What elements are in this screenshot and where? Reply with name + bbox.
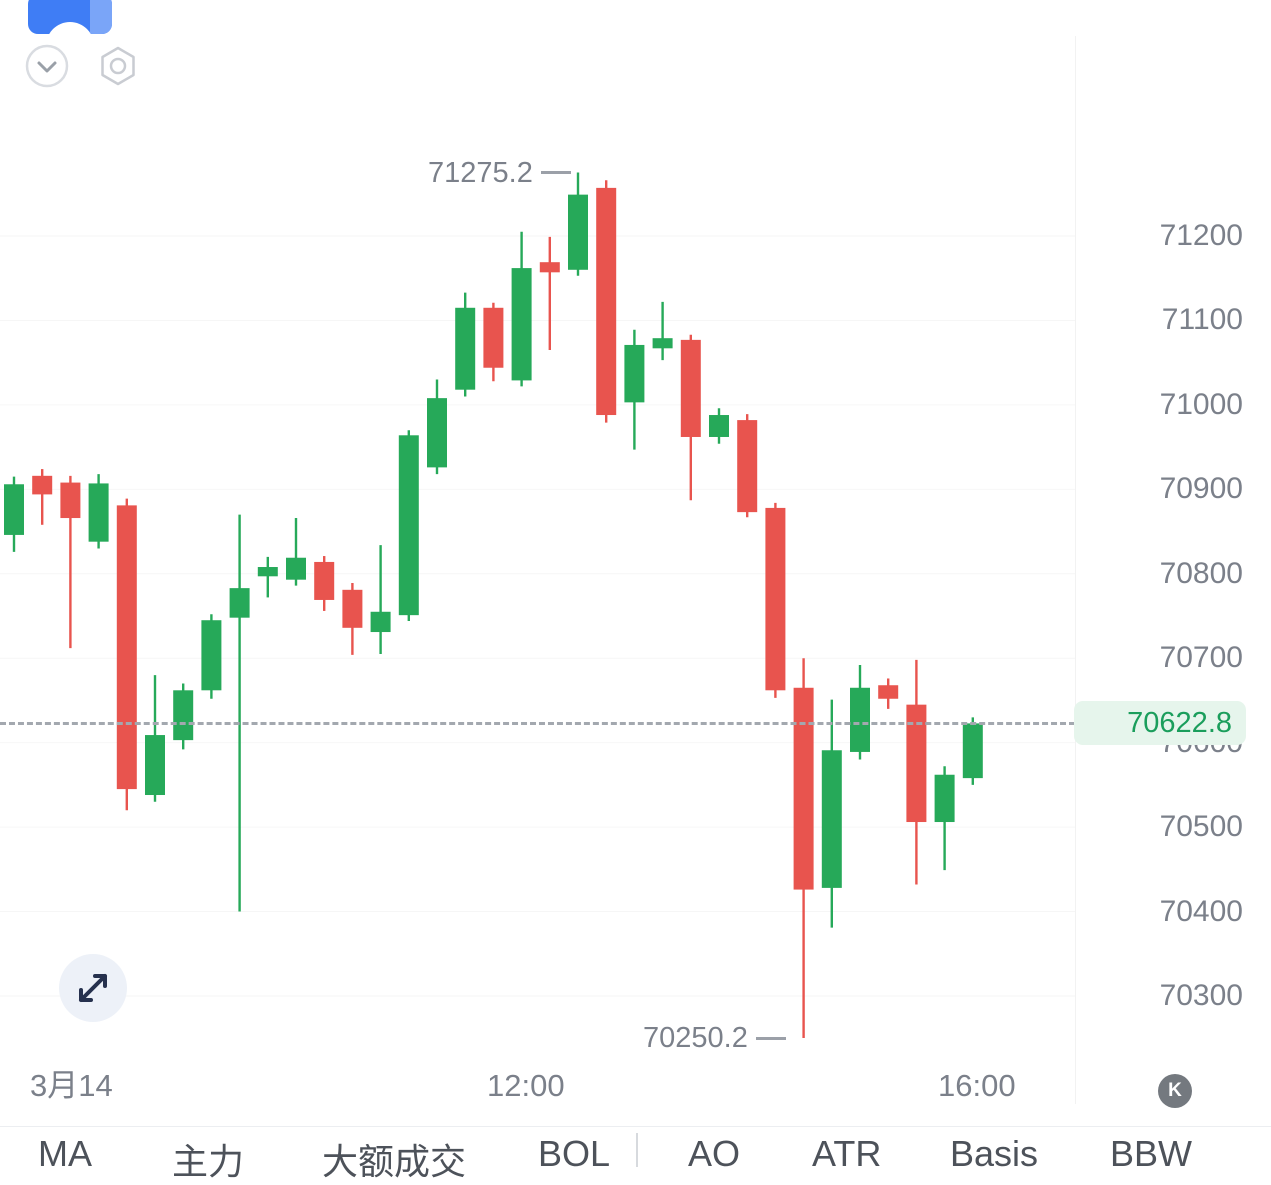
indicator-bar: MA 主力 大额成交 BOL AO ATR Basis BBW <box>0 1126 1271 1182</box>
settings-button[interactable] <box>96 44 140 88</box>
candle-body <box>539 262 560 273</box>
y-axis-label: 71200 <box>1159 219 1243 252</box>
candle-body <box>257 567 278 577</box>
candle-body <box>483 307 504 368</box>
indicator-item-主力[interactable]: 主力 <box>172 1141 245 1182</box>
kline-indicator-button[interactable]: K <box>1158 1074 1192 1108</box>
candle-body <box>596 187 617 416</box>
candle-body <box>934 774 955 823</box>
x-axis-label-noon: 12:00 <box>487 1068 565 1103</box>
candle-body <box>821 750 842 888</box>
candle-body <box>793 687 814 890</box>
candle-body <box>427 398 447 468</box>
axis-separator <box>1075 36 1076 1104</box>
y-axis-label: 70800 <box>1159 556 1243 590</box>
candle-body <box>511 268 532 381</box>
candle-body <box>737 420 758 513</box>
candles-layer <box>4 172 983 1039</box>
indicator-item-bbw[interactable]: BBW <box>1110 1133 1193 1174</box>
candlestick-chart[interactable] <box>0 0 1075 1144</box>
candle-body <box>765 507 786 691</box>
candle-body <box>398 435 419 616</box>
y-axis-label: 70900 <box>1159 472 1243 506</box>
high-value: 71275.2 <box>428 156 533 189</box>
tab-highlight <box>90 0 112 34</box>
indicator-divider <box>636 1133 638 1167</box>
low-value: 70250.2 <box>643 1022 748 1055</box>
candle-body <box>878 685 899 699</box>
candle-body <box>201 620 222 691</box>
candle-body <box>568 194 588 270</box>
candle-body <box>906 704 927 823</box>
partial-blue-tab[interactable] <box>28 0 112 34</box>
y-axis-label: 71100 <box>1161 303 1243 337</box>
candle-body <box>116 505 137 790</box>
current-price-line <box>0 722 1075 726</box>
candle-body <box>370 611 391 633</box>
candle-body <box>229 588 250 618</box>
candle-body <box>60 482 81 519</box>
candle-body <box>286 557 306 580</box>
indicator-item-atr[interactable]: ATR <box>812 1133 882 1174</box>
candle-body <box>709 415 729 437</box>
candle-body <box>680 339 701 437</box>
candle-body <box>4 484 24 535</box>
indicator-item-ma[interactable]: MA <box>38 1133 92 1174</box>
chevron-down-icon <box>25 44 69 88</box>
y-axis-label: 70700 <box>1159 641 1243 675</box>
chevron-down-button[interactable] <box>25 44 69 88</box>
candle-body <box>624 344 645 403</box>
candle-body <box>88 483 109 542</box>
annotation-dash <box>540 171 571 174</box>
indicator-item-basis[interactable]: Basis <box>950 1133 1039 1174</box>
candle-body <box>962 723 983 779</box>
candle-body <box>145 735 165 796</box>
candle-body <box>342 589 363 628</box>
y-axis-label: 71000 <box>1159 387 1243 421</box>
current-price-badge: 70622.8 <box>1074 701 1246 746</box>
annotation-dash <box>755 1036 786 1040</box>
candle-body <box>173 690 194 741</box>
y-axis-label: 70400 <box>1159 894 1243 928</box>
session-high-annotation: 71275.2 <box>428 155 571 191</box>
candle-body <box>850 687 870 752</box>
x-axis-label-date: 3月14 <box>30 1068 113 1103</box>
indicator-item-ao[interactable]: AO <box>688 1133 741 1174</box>
candle-body <box>455 307 476 390</box>
indicator-item-大额成交[interactable]: 大额成交 <box>322 1141 467 1182</box>
settings-nut-icon <box>101 46 135 86</box>
session-low-annotation: 70250.2 <box>643 1020 786 1056</box>
candle-body <box>652 338 673 349</box>
x-axis-label-afternoon: 16:00 <box>938 1068 1016 1103</box>
indicator-item-bol[interactable]: BOL <box>538 1133 611 1174</box>
expand-chart-button[interactable] <box>57 952 129 1024</box>
tab-smile-shape <box>46 22 94 34</box>
y-axis-label: 70300 <box>1159 978 1243 1012</box>
candle-body <box>314 561 335 600</box>
candle-body <box>32 475 53 495</box>
y-axis-label: 70500 <box>1159 810 1243 844</box>
expand-arrows-icon <box>59 954 127 1022</box>
